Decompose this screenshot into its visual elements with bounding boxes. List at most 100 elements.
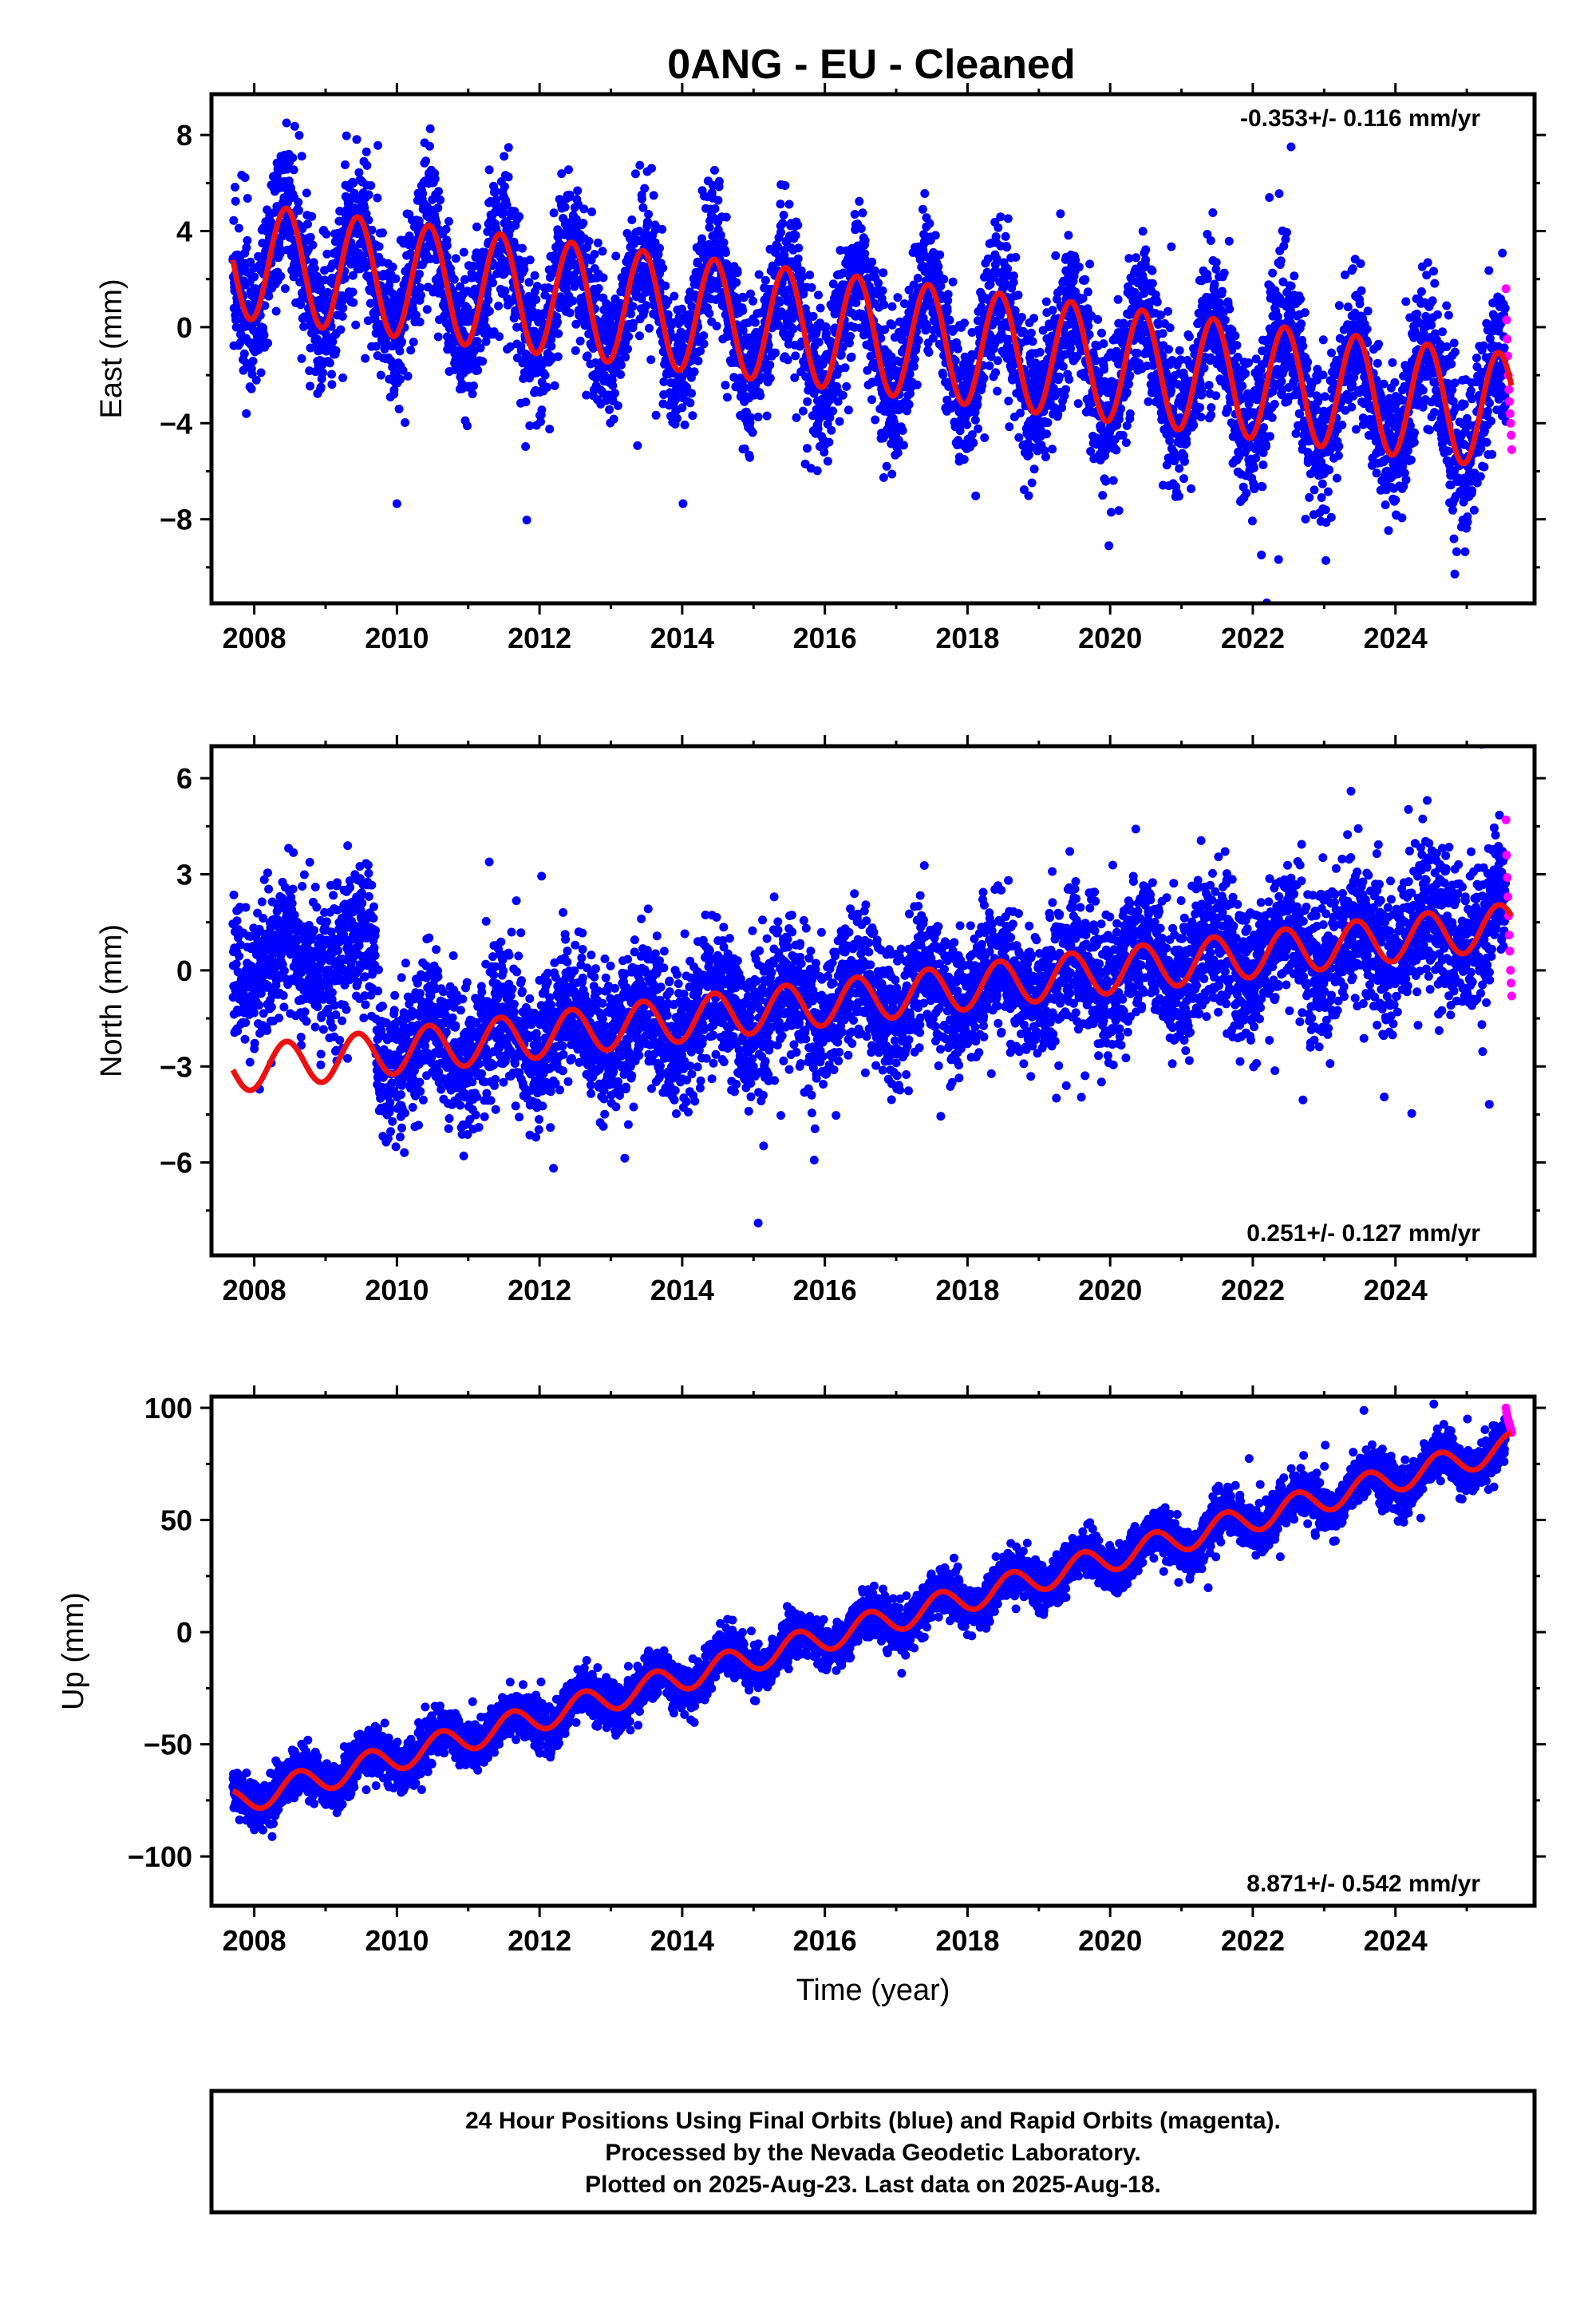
east-daily-point bbox=[1083, 287, 1092, 297]
east-daily-point bbox=[634, 283, 644, 292]
east-daily-point bbox=[449, 275, 459, 284]
east-daily-point bbox=[525, 255, 535, 265]
east-daily-point bbox=[1027, 478, 1037, 488]
east-daily-point bbox=[1099, 339, 1108, 349]
east-daily-point bbox=[282, 118, 291, 128]
east-daily-point bbox=[499, 208, 508, 217]
east-daily-point bbox=[651, 410, 661, 420]
east-daily-point bbox=[478, 357, 488, 366]
east-daily-point bbox=[814, 338, 824, 347]
east-daily-point bbox=[296, 300, 306, 310]
east-daily-point bbox=[960, 318, 969, 328]
east-daily-point bbox=[930, 231, 940, 240]
east-daily-point bbox=[688, 411, 697, 421]
east-daily-point bbox=[793, 254, 803, 263]
east-daily-point bbox=[635, 160, 645, 170]
east-daily-point bbox=[1041, 453, 1050, 461]
east-daily-point bbox=[1241, 369, 1250, 378]
east-daily-point bbox=[521, 442, 531, 451]
east-daily-point bbox=[1005, 422, 1014, 432]
east-daily-point bbox=[491, 187, 500, 196]
east-daily-point bbox=[640, 184, 650, 193]
east-daily-point bbox=[678, 499, 688, 508]
east-daily-point bbox=[733, 268, 742, 278]
east-daily-point bbox=[655, 243, 664, 253]
east-daily-point bbox=[352, 135, 361, 144]
east-daily-point bbox=[388, 263, 397, 272]
east-daily-point bbox=[1206, 236, 1215, 245]
east-daily-point bbox=[376, 370, 385, 380]
east-daily-point bbox=[659, 377, 669, 386]
east-daily-point bbox=[473, 366, 483, 375]
east-daily-point bbox=[867, 395, 876, 405]
east-daily-point bbox=[229, 215, 239, 225]
east-daily-point bbox=[943, 290, 953, 299]
east-daily-point bbox=[840, 363, 850, 373]
east-daily-point bbox=[1182, 439, 1191, 448]
east-daily-point bbox=[1158, 329, 1167, 338]
east-daily-point bbox=[398, 366, 408, 375]
east-daily-point bbox=[411, 310, 421, 320]
east-daily-point bbox=[687, 389, 697, 398]
east-daily-point bbox=[996, 212, 1005, 222]
east-daily-point bbox=[433, 332, 443, 342]
east-daily-point bbox=[565, 190, 575, 200]
east-daily-point bbox=[714, 176, 724, 186]
east-daily-point bbox=[1141, 255, 1151, 265]
east-daily-point bbox=[463, 421, 472, 431]
east-daily-point bbox=[318, 368, 328, 377]
east-daily-point bbox=[687, 302, 697, 311]
east-daily-point bbox=[697, 234, 707, 243]
east-daily-point bbox=[677, 304, 686, 314]
east-daily-point bbox=[791, 231, 800, 240]
east-daily-point bbox=[306, 232, 315, 242]
east-daily-point bbox=[294, 206, 303, 215]
east-daily-point bbox=[658, 224, 667, 234]
east-daily-point bbox=[624, 332, 634, 342]
east-daily-point bbox=[364, 215, 373, 225]
east-daily-point bbox=[812, 466, 822, 476]
east-daily-point bbox=[824, 437, 834, 447]
east-daily-point bbox=[913, 274, 922, 283]
east-daily-point bbox=[1114, 506, 1124, 516]
east-daily-point bbox=[1244, 358, 1253, 367]
east-daily-point bbox=[369, 10, 378, 18]
east-daily-point bbox=[1211, 258, 1221, 267]
east-daily-point bbox=[616, 370, 626, 379]
east-daily-point bbox=[756, 391, 765, 401]
east-daily-point bbox=[373, 140, 383, 150]
east-daily-point bbox=[409, 338, 418, 347]
east-daily-point bbox=[980, 433, 990, 442]
east-daily-point bbox=[925, 219, 934, 228]
east-daily-point bbox=[239, 349, 249, 358]
east-daily-point bbox=[623, 344, 633, 354]
east-daily-point bbox=[1107, 508, 1116, 517]
east-daily-point bbox=[642, 301, 651, 310]
east-daily-point bbox=[1165, 436, 1175, 445]
east-daily-point bbox=[263, 338, 273, 348]
east-daily-point bbox=[442, 241, 452, 251]
east-daily-point bbox=[858, 208, 867, 218]
east-daily-point bbox=[775, 298, 784, 307]
east-daily-point bbox=[778, 219, 788, 228]
east-daily-point bbox=[1051, 251, 1061, 260]
east-daily-point bbox=[495, 332, 504, 342]
east-daily-point bbox=[256, 368, 266, 377]
east-daily-point bbox=[469, 381, 478, 390]
east-daily-point bbox=[341, 160, 350, 169]
east-daily-point bbox=[793, 220, 803, 230]
east-daily-point bbox=[348, 271, 358, 280]
east-daily-point bbox=[557, 169, 567, 179]
east-daily-point bbox=[1219, 268, 1229, 278]
east-daily-point bbox=[1211, 391, 1221, 401]
east-daily-point bbox=[418, 189, 428, 198]
east-daily-point bbox=[1179, 474, 1188, 484]
east-daily-point bbox=[327, 380, 337, 389]
east-daily-point bbox=[638, 194, 646, 204]
east-daily-point bbox=[484, 295, 493, 305]
east-daily-point bbox=[713, 196, 723, 205]
east-daily-point bbox=[371, 342, 381, 351]
east-daily-point bbox=[335, 207, 345, 215]
east-daily-point bbox=[893, 293, 903, 302]
east-daily-point bbox=[1238, 381, 1247, 391]
